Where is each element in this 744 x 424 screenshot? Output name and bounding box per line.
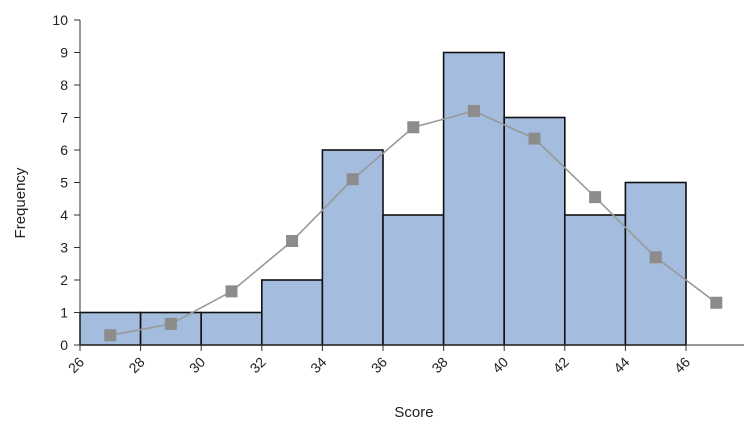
y-tick-label-4: 4 (60, 207, 68, 223)
x-tick-label-38: 38 (428, 354, 450, 376)
x-tick-label-42: 42 (550, 354, 572, 376)
x-tick-label-44: 44 (610, 354, 632, 376)
x-tick-label-26: 26 (65, 354, 87, 376)
bars-layer (79, 51, 687, 346)
curve-marker-5 (346, 173, 359, 186)
x-tick-label-40: 40 (489, 354, 511, 376)
x-axis-title: Score (394, 404, 433, 421)
histogram-bar-9 (563, 214, 627, 346)
histogram-bar-10 (624, 181, 687, 346)
histogram-bar-7 (442, 51, 506, 346)
y-tick-label-2: 2 (60, 272, 68, 288)
y-tick-label-7: 7 (60, 110, 68, 126)
y-tick-label-9: 9 (60, 45, 68, 61)
y-tick-label-6: 6 (60, 142, 68, 158)
y-axis-title: Frequency (12, 167, 29, 238)
curve-marker-2 (164, 317, 177, 330)
y-tick-label-1: 1 (60, 305, 68, 321)
x-tick-label-30: 30 (186, 354, 208, 376)
curve-marker-7 (467, 105, 480, 117)
y-tick-label-10: 10 (52, 12, 68, 28)
histogram-bar-3 (200, 311, 263, 346)
y-tick-label-5: 5 (60, 175, 68, 191)
x-tick-label-36: 36 (368, 354, 390, 376)
x-tick-label-34: 34 (307, 354, 329, 376)
y-tick-label-8: 8 (60, 77, 68, 93)
curve-marker-6 (407, 121, 420, 134)
histogram-bar-4 (260, 279, 324, 346)
curve-marker-3 (225, 285, 238, 298)
curve-marker-11 (710, 296, 723, 309)
y-tick-label-3: 3 (60, 240, 68, 256)
x-tick-label-46: 46 (671, 354, 693, 376)
curve-marker-10 (649, 251, 662, 264)
x-tick-label-32: 32 (247, 354, 269, 376)
curve-marker-9 (589, 191, 602, 204)
histogram-bar-6 (382, 214, 445, 346)
curve-marker-4 (286, 235, 299, 247)
curve-marker-1 (104, 329, 117, 342)
x-tick-label-28: 28 (125, 354, 147, 376)
curve-marker-8 (528, 132, 541, 145)
histogram-bar-8 (503, 116, 566, 346)
axes-layer (74, 19, 744, 351)
curve-layer (104, 105, 723, 342)
y-tick-label-0: 0 (60, 337, 68, 353)
